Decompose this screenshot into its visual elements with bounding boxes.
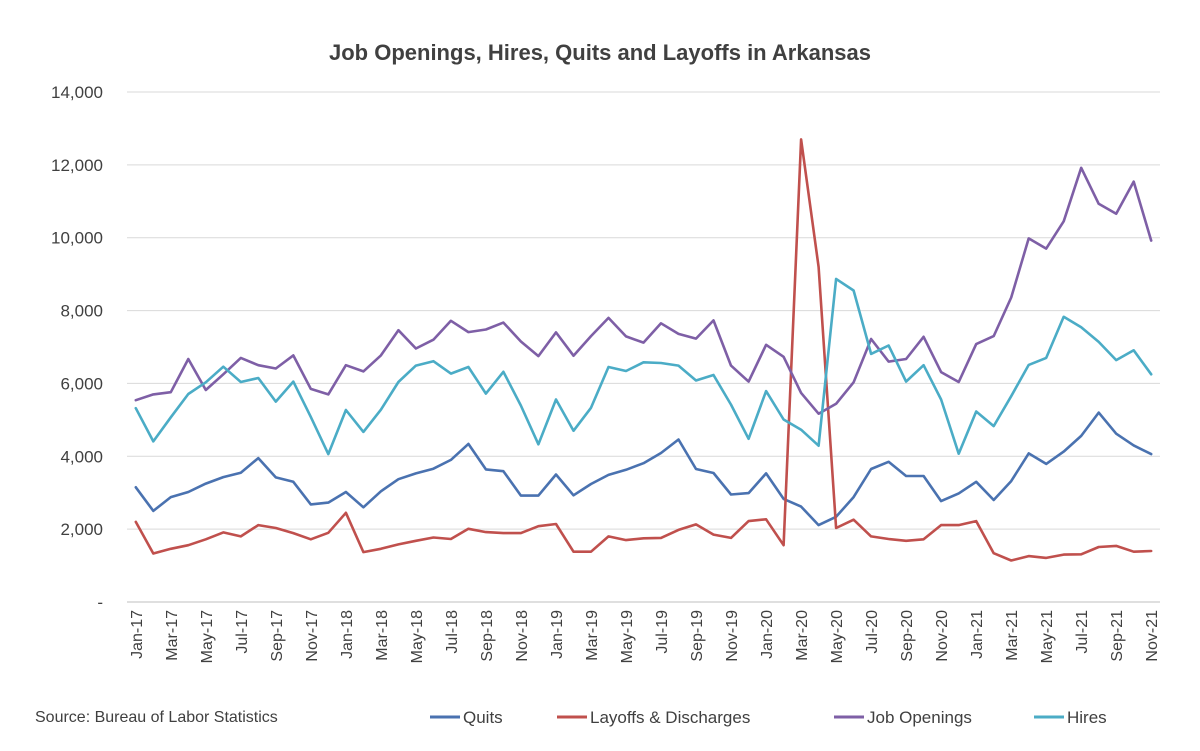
x-tick-label: Nov-19 [724,610,741,662]
x-tick-label: May-21 [1039,610,1056,663]
x-tick-label: Jan-20 [759,610,776,659]
series-line-hires [134,277,1153,456]
x-tick-label: Mar-19 [584,610,601,661]
y-tick-label: 10,000 [51,229,103,248]
x-tick-label: May-19 [619,610,636,663]
series-line-job-openings [134,166,1153,416]
x-tick-label: May-20 [829,610,846,663]
x-tick-label: Mar-21 [1004,610,1021,661]
chart-title: Job Openings, Hires, Quits and Layoffs i… [329,40,871,65]
legend-label: Layoffs & Discharges [590,708,750,727]
source-note: Source: Bureau of Labor Statistics [35,709,278,726]
x-tick-label: May-17 [199,610,216,663]
y-tick-label: 12,000 [51,156,103,175]
x-tick-label: May-18 [409,610,426,663]
legend-label: Hires [1067,708,1107,727]
x-tick-label: Sep-21 [1109,610,1126,662]
y-tick-label: 4,000 [60,447,103,466]
y-tick-label: 14,000 [51,83,103,102]
x-tick-label: Nov-17 [304,610,321,662]
gridlines [127,91,1160,603]
x-tick-label: Jul-19 [654,610,671,654]
series-lines [134,138,1153,562]
legend-label: Quits [463,708,503,727]
x-tick-label: Jan-19 [549,610,566,659]
y-tick-label: 2,000 [60,520,103,539]
y-tick-label: 6,000 [60,374,103,393]
x-tick-label: Nov-21 [1144,610,1161,662]
x-tick-label: Jan-21 [969,610,986,659]
x-axis-ticks: Jan-17 Mar-17 May-17 Jul-17 Sep-17 Nov-17 Jan-… [129,610,1161,663]
x-tick-label: Jul-17 [234,610,251,654]
x-tick-label: Sep-18 [479,610,496,662]
y-axis-ticks: - 2,000 4,000 6,000 8,000 10,000 12,000 14,000 [51,83,103,612]
series-line-layoffs-discharges [134,138,1153,562]
x-tick-label: Mar-20 [794,610,811,661]
x-tick-label: Sep-17 [269,610,286,662]
x-tick-label: Nov-18 [514,610,531,662]
x-tick-label: Jul-20 [864,610,881,654]
series-line-quits [134,411,1153,527]
y-tick-label: - [97,593,103,612]
x-tick-label: Mar-17 [164,610,181,661]
legend: Quits Layoffs & Discharges Job Openings Hir… [430,708,1107,727]
x-tick-label: Jan-18 [339,610,356,659]
y-tick-label: 8,000 [60,302,103,321]
x-tick-label: Jan-17 [129,610,146,659]
legend-label: Job Openings [867,708,972,727]
x-tick-label: Sep-19 [689,610,706,662]
x-tick-label: Nov-20 [934,610,951,662]
x-tick-label: Sep-20 [899,610,916,662]
x-tick-label: Jul-21 [1074,610,1091,654]
x-tick-label: Jul-18 [444,610,461,654]
x-tick-label: Mar-18 [374,610,391,661]
